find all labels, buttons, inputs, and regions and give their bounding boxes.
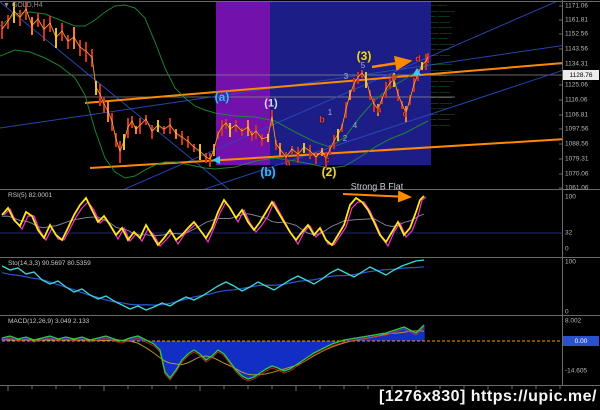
fib-level-row: –– –––––	[431, 14, 450, 19]
watermark-text: [1276x830] https://upic.me/	[378, 388, 597, 405]
wave-annotation: 3	[343, 72, 349, 81]
axis-tick-label: 8.002	[565, 317, 582, 325]
bollinger-upper-band	[0, 4, 429, 148]
wave-annotation: a	[285, 157, 291, 168]
main-price-chart[interactable]	[0, 0, 600, 192]
current-price-tag: 1128.76	[563, 70, 599, 80]
macd-value-tag: 0.00	[563, 336, 599, 346]
fib-level-row: –– ––––	[431, 73, 448, 78]
axis-tick-label: 1097.56	[565, 125, 589, 133]
axis-tick-label: 1088.56	[565, 140, 589, 148]
macd-panel[interactable]	[1, 324, 560, 382]
wave-annotation: a	[376, 104, 382, 115]
axis-tick-label: 1070.06	[565, 170, 589, 178]
chart-symbol-label: ▼ GOLD,H4	[3, 2, 43, 9]
fib-level-row: –– –––––	[431, 47, 450, 52]
wave-annotation: 2	[342, 134, 348, 143]
symbol-period-text: GOLD,H4	[11, 2, 43, 9]
axis-tick-label: 1143.56	[565, 45, 589, 53]
wave-annotation: (1)	[264, 97, 278, 110]
axis-tick-label: 100	[565, 258, 576, 266]
axis-tick-label: 1134.31	[565, 60, 589, 68]
wave-annotation: d	[415, 53, 421, 64]
up-price-arrow-icon	[413, 68, 421, 75]
axis-tick-label: 32	[565, 229, 573, 237]
rsi-main-line	[1, 195, 425, 247]
blue-trendline[interactable]	[0, 40, 600, 129]
blue-trendline[interactable]	[196, 58, 600, 192]
fib-level-row: ––– ––––––	[431, 41, 455, 47]
wave-annotation: (3)	[356, 49, 372, 63]
symbol-dropdown-icon: ▼	[3, 2, 10, 9]
axis-tick-label: 1171.06	[565, 2, 589, 10]
wave-annotation: (a)	[214, 90, 230, 104]
fib-level-row: –– –––––	[431, 84, 450, 89]
wave-annotation: 5	[360, 61, 366, 70]
blue-trendline[interactable]	[118, 0, 560, 192]
axis-tick-label: 1161.81	[565, 16, 589, 24]
axis-tick-label: 1116.06	[565, 96, 588, 104]
fib-level-row: ––– –––––	[431, 30, 453, 36]
fib-level-row: –– ––––––	[431, 25, 453, 30]
rsi-arrow-icon	[342, 190, 412, 203]
axis-tick-label: 100	[565, 193, 576, 201]
axis-tick-label: 1125.06	[565, 81, 589, 89]
orange-channel-line[interactable]	[84, 60, 600, 104]
sto-main-line	[1, 259, 425, 311]
axis-tick-label: 0	[565, 245, 569, 253]
candlesticks-layer	[1, 2, 429, 168]
fib-level-row: ––– –––––	[431, 67, 453, 73]
wave-annotation: 1	[327, 108, 333, 117]
axis-tick-label: 1061.06	[565, 184, 589, 192]
fib-level-row: –– ––––––	[431, 62, 453, 67]
left-price-arrow-icon	[212, 156, 220, 164]
fib-level-row: –– ––––	[431, 3, 448, 8]
fib-level-row: ––– ––––	[431, 89, 450, 95]
wave-annotation: Strong B Flat	[350, 181, 404, 192]
wave-annotation: 4	[352, 121, 358, 130]
fib-level-row: –– ––––	[431, 36, 448, 41]
fib-level-row: ––– ––––	[431, 52, 450, 58]
rsi-signal-line	[3, 196, 427, 248]
fib-level-row: –– ––––	[431, 106, 448, 111]
time-axis-ticks[interactable]	[7, 386, 561, 391]
blue-trendline[interactable]	[0, 2, 232, 192]
fib-level-row: ––– ––––	[431, 122, 450, 128]
macd-red-line	[1, 326, 425, 382]
fib-level-row: –– –––––	[431, 117, 450, 122]
wave-annotation: (b)	[260, 165, 276, 179]
bollinger-lower-band	[0, 49, 429, 179]
fib-level-row: ––– ––––––	[431, 78, 455, 84]
wave-annotation: c	[324, 154, 330, 165]
panel-borders	[0, 0, 600, 386]
stochastic-panel[interactable]	[1, 259, 425, 311]
axis-tick-label: 0	[565, 308, 569, 316]
fib-level-row: –– ––––––	[431, 95, 453, 100]
wave-annotation: c	[402, 108, 408, 119]
fib-level-row: ––– ––––––	[431, 8, 455, 14]
macd-indicator-label: MACD(12,26,9) 3.049 2.133	[8, 318, 90, 325]
orange-channel-line[interactable]	[89, 137, 600, 169]
rsi-indicator-label: RSI(5) 82.0001	[8, 192, 53, 199]
macd-fill-area	[2, 325, 424, 379]
fib-level-row: ––– –––––	[431, 100, 453, 106]
wave-annotation: (2)	[321, 165, 337, 179]
axis-tick-label: -14.605	[565, 367, 588, 375]
fib-level-row: ––– ––––––	[431, 111, 455, 117]
axis-tick-label: 1152.56	[565, 30, 589, 38]
wave-annotation: b	[319, 114, 325, 125]
macd-green-line	[1, 324, 425, 380]
stochastic-indicator-label: Sto(14,3,3) 90.5697 80.5359	[8, 260, 91, 267]
axis-tick-label: 1106.81	[565, 111, 589, 119]
trend-arrow-icon	[371, 55, 413, 71]
wave-annotation: b	[391, 72, 397, 83]
fib-level-row: ––– ––––	[431, 19, 450, 25]
rsi-panel[interactable]	[0, 190, 562, 248]
sto-signal-line	[1, 266, 425, 306]
axis-tick-label: 1079.31	[565, 155, 589, 163]
